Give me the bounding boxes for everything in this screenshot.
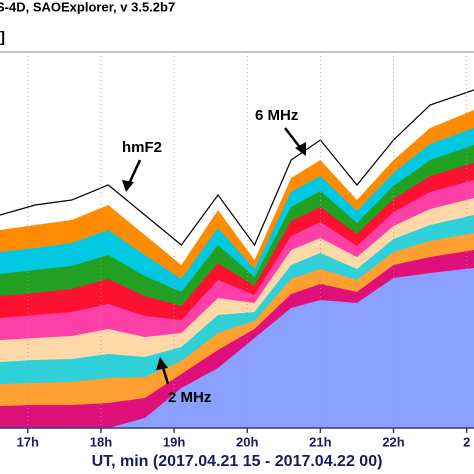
x-tick-label: 19h	[163, 434, 185, 449]
annotation: 6 MHz	[255, 107, 298, 124]
plot-area	[0, 89, 474, 428]
x-tick-label: 18h	[90, 434, 112, 449]
chart-title: S-4D, SAOExplorer, v 3.5.2b7	[0, 0, 175, 14]
x-tick-label: 22h	[382, 434, 404, 449]
annotation-arrowhead	[295, 142, 306, 156]
hmf2-line	[0, 89, 474, 247]
subtitle: ]	[0, 29, 5, 46]
x-tick-label: 2	[463, 434, 470, 449]
x-tick-label: 17h	[17, 434, 39, 449]
x-tick-label: 20h	[236, 434, 258, 449]
annotation: 2 MHz	[168, 389, 211, 406]
density-band	[0, 268, 474, 428]
annotation-arrowhead	[122, 180, 134, 192]
x-tick-label: 21h	[309, 434, 331, 449]
annotation: hmF2	[122, 139, 162, 156]
x-axis-label: UT, min (2017.04.21 15 - 2017.04.22 00)	[92, 453, 383, 470]
annotation-arrowhead	[156, 357, 168, 370]
